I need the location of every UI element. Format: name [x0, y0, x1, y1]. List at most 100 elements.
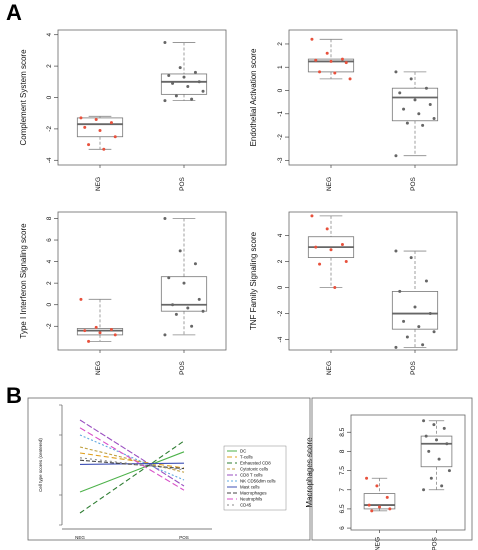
data-point-3-1-10: [421, 343, 425, 347]
line-chart-x-label-0: NEG: [75, 535, 85, 540]
data-point-3-1-0: [394, 249, 398, 253]
data-point-5-1-10: [440, 484, 444, 488]
data-point-0-1-0: [163, 41, 167, 45]
data-point-2-0-5: [113, 333, 117, 337]
data-point-3-1-6: [402, 319, 406, 323]
data-point-5-1-3: [424, 434, 428, 438]
legend-box: [223, 445, 287, 511]
data-point-5-0-5: [388, 507, 392, 511]
data-point-2-0-1: [94, 325, 98, 329]
data-point-1-1-5: [428, 102, 432, 106]
legend-label-2: Exhausted CD8: [240, 461, 271, 466]
data-point-1-1-3: [398, 91, 402, 95]
y-tick-label-3-1: -2: [277, 310, 284, 316]
data-point-1-1-2: [424, 86, 428, 90]
panel-b-right-frame: [311, 397, 473, 541]
y-axis-label-1: Endothelial Activation score: [249, 48, 258, 146]
data-point-5-0-3: [367, 503, 371, 507]
series-line-2: [79, 440, 185, 514]
data-point-3-1-4: [413, 305, 417, 309]
data-point-2-0-6: [87, 339, 91, 343]
series-line-5: [79, 434, 185, 481]
data-point-5-1-2: [442, 426, 446, 430]
data-point-0-1-8: [201, 89, 205, 93]
x-tick-label-2-0: NEG: [95, 361, 102, 375]
y-axis-label-3: TNF Family Signaling score: [249, 231, 258, 330]
data-point-3-1-3: [398, 289, 402, 293]
data-point-3-0-5: [344, 259, 348, 263]
data-point-2-0-2: [109, 328, 113, 332]
series-line-7: [79, 459, 185, 470]
legend-label-9: CD45: [240, 503, 252, 508]
data-point-0-0-6: [87, 143, 91, 147]
box-3-1: [391, 291, 439, 330]
y-tick-label-2-1: 0: [46, 303, 53, 307]
data-point-0-1-11: [163, 99, 167, 103]
data-point-5-0-4: [378, 505, 381, 509]
data-point-3-1-9: [405, 335, 409, 339]
data-point-1-1-11: [394, 154, 398, 158]
y-tick-label-5-2: 7: [339, 488, 346, 492]
box-0-1: [160, 73, 208, 95]
data-point-3-1-2: [424, 279, 428, 283]
data-point-0-1-10: [190, 97, 194, 101]
data-point-5-1-5: [445, 442, 449, 446]
data-point-0-0-1: [94, 117, 98, 121]
legend-label-8: Neutrophils: [240, 497, 263, 502]
data-point-5-0-2: [385, 495, 389, 499]
data-point-3-1-8: [432, 330, 436, 334]
data-point-2-1-1: [178, 249, 182, 253]
data-point-5-1-0: [422, 419, 426, 423]
y-tick-label-2-5: 8: [46, 216, 53, 220]
x-tick-label-3-1: POS: [410, 360, 417, 374]
data-point-3-1-1: [409, 256, 413, 260]
panel-label-b: B: [6, 383, 22, 408]
y-tick-label-1-5: 2: [277, 42, 284, 46]
data-point-2-1-11: [163, 333, 167, 337]
data-point-1-1-7: [417, 112, 421, 116]
data-point-1-1-6: [402, 107, 406, 111]
series-line-6: [79, 462, 185, 465]
y-axis-label-2: Type I Interferon Signaling score: [19, 223, 28, 339]
legend-label-4: CD8 T cells: [240, 473, 263, 478]
legend-label-1: T-cells: [240, 455, 253, 460]
data-point-2-1-4: [182, 281, 186, 285]
data-point-5-1-7: [437, 457, 441, 461]
data-point-1-1-9: [405, 121, 409, 125]
data-point-3-0-4: [329, 248, 333, 252]
data-point-0-1-6: [171, 81, 175, 85]
series-line-1: [79, 452, 185, 469]
legend-label-3: Cytotoxic cells: [240, 467, 269, 472]
y-tick-label-1-2: -1: [277, 111, 284, 117]
data-point-1-0-6: [318, 70, 322, 74]
data-point-5-1-6: [427, 449, 431, 453]
legend-label-0: DC: [240, 449, 246, 454]
data-point-0-1-5: [197, 80, 201, 84]
data-point-3-0-6: [318, 262, 322, 266]
data-point-1-0-1: [325, 51, 329, 55]
y-tick-label-0-2: 0: [46, 95, 53, 99]
data-point-0-1-1: [178, 66, 182, 70]
data-point-2-1-6: [171, 303, 175, 307]
series-line-8: [79, 427, 185, 491]
data-point-2-1-0: [163, 216, 167, 220]
x-tick-label-1-1: POS: [410, 176, 417, 190]
plot-frame-5: [350, 414, 466, 531]
y-axis-label-5: Macrophages score: [305, 437, 314, 508]
data-point-2-1-10: [190, 324, 194, 328]
data-point-1-1-0: [394, 70, 398, 74]
data-point-1-0-5: [344, 61, 348, 65]
data-point-0-1-2: [193, 70, 197, 74]
data-point-2-0-0: [79, 297, 83, 301]
data-point-0-1-9: [174, 94, 178, 98]
data-point-5-0-6: [370, 509, 374, 513]
y-tick-label-1-0: -3: [277, 157, 284, 163]
y-tick-label-2-4: 6: [46, 238, 53, 242]
data-point-2-0-3: [83, 329, 87, 333]
y-tick-label-0-1: -2: [46, 126, 53, 132]
data-point-0-1-7: [186, 85, 190, 89]
x-tick-label-1-0: NEG: [326, 177, 333, 191]
y-tick-label-0-0: -4: [46, 157, 53, 163]
x-tick-label-3-0: NEG: [326, 361, 333, 375]
